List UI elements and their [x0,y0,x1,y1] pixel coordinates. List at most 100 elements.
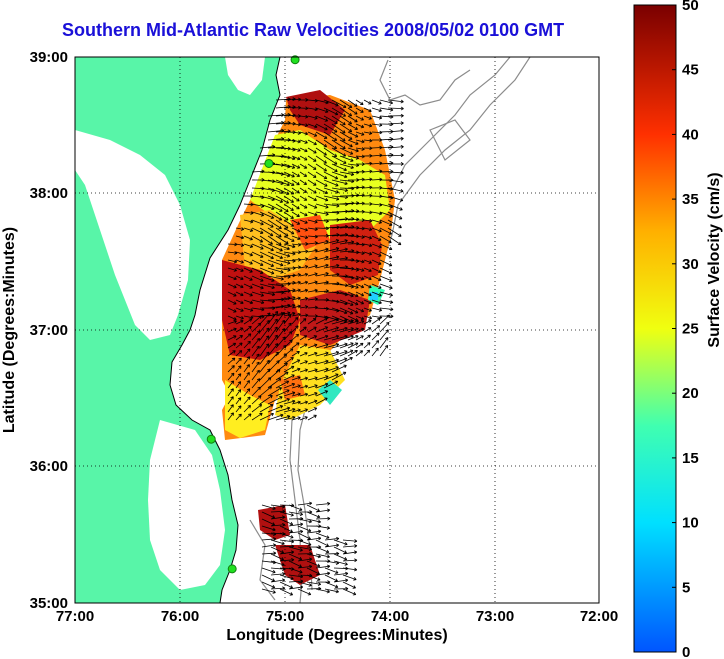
velocity-arrow [288,546,303,552]
velocity-arrow [291,312,301,317]
velocity-arrow [363,177,373,182]
velocity-arrow [379,291,393,297]
velocity-arrow [379,211,393,218]
velocity-arrow [347,123,358,130]
velocity-arrow [251,275,264,282]
velocity-arrow [363,243,373,248]
velocity-arrow [299,171,308,177]
velocity-arrow [291,280,301,285]
velocity-arrow [283,171,295,178]
velocity-arrow [387,203,403,211]
velocity-arrow [288,511,304,516]
velocity-arrow [291,242,301,247]
velocity-arrow [267,267,284,274]
velocity-arrow [371,107,382,113]
velocity-arrow [299,326,307,333]
velocity-arrow [275,406,291,413]
velocity-arrow [347,99,358,107]
velocity-arrow [275,203,289,213]
velocity-arrow [275,195,290,204]
velocity-arrow [267,275,284,281]
velocity-arrow [306,511,321,519]
velocity-arrow [270,553,285,561]
velocity-arrow [315,123,328,131]
velocity-arrow [291,304,301,309]
station-markers [206,55,300,574]
velocity-arrow [299,211,308,217]
velocity-arrow [251,219,264,226]
velocity-arrow [339,115,353,125]
lat-tick: 37:00 [30,322,68,339]
velocity-arrow [283,179,295,186]
velocity-arrow [315,359,329,365]
velocity-arrow [355,185,365,190]
pamlico-sound [148,420,225,590]
velocity-arrow [363,138,373,143]
velocity-arrow [259,368,271,381]
velocity-arrow [235,381,242,389]
velocity-arrow [347,335,359,341]
velocity-arrow [259,319,270,333]
velocity-arrow [355,283,365,289]
velocity-arrow [235,319,244,325]
velocity-arrow [279,550,295,555]
velocity-arrow [275,380,290,389]
velocity-arrow [347,327,359,333]
velocity-arrow [315,516,331,521]
velocity-arrow [371,325,381,333]
velocity-arrow [243,348,251,357]
velocity-arrow [283,155,296,161]
velocity-arrow [283,163,296,169]
velocity-arrow [235,342,243,349]
velocity-arrow [251,337,260,349]
velocity-arrow [339,349,354,357]
velocity-arrow [363,210,373,215]
velocity-arrow [363,185,373,190]
velocity-arrow [363,235,373,240]
velocity-arrow [291,211,300,218]
velocity-arrow [355,131,365,136]
velocity-arrow [355,242,365,247]
velocity-arrow [227,412,234,421]
velocity-arrow [283,195,294,203]
velocity-arrow [323,358,340,365]
velocity-arrow [259,219,274,228]
velocity-arrow [323,195,340,201]
lon-tick: 73:00 [476,608,514,625]
velocity-arrow [227,380,235,389]
velocity-arrow [259,343,270,357]
velocity-arrow [267,219,282,230]
velocity-arrow [379,267,393,275]
velocity-arrow [291,359,301,365]
velocity-arrow [363,131,373,135]
velocity-arrow [291,171,300,177]
velocity-arrow [363,107,372,113]
velocity-arrow [339,319,354,325]
velocity-arrow [243,404,251,413]
velocity-arrow [270,560,285,567]
velocity-arrow [342,581,356,589]
velocity-arrow [251,361,260,373]
velocity-arrow [323,179,339,187]
velocity-arrow [363,202,373,206]
velocity-arrow [227,388,234,397]
velocity-arrow [299,351,308,357]
velocity-arrow [243,283,253,289]
velocity-arrow [283,243,296,249]
velocity-arrow [259,395,273,405]
velocity-arrow [297,532,311,540]
velocity-arrow [347,115,358,123]
velocity-arrow [355,299,365,305]
colorbar-tick-label: 15 [682,450,699,467]
velocity-arrow [251,412,263,421]
velocity-arrow [251,243,264,250]
velocity-arrow [323,131,338,141]
velocity-arrow [347,131,359,138]
velocity-arrow [267,413,284,421]
velocity-arrow [283,407,296,413]
velocity-arrow [363,218,373,223]
velocity-arrow [371,332,380,341]
velocity-arrow [307,139,317,146]
velocity-arrow [306,560,321,568]
velocity-arrow [387,136,404,141]
